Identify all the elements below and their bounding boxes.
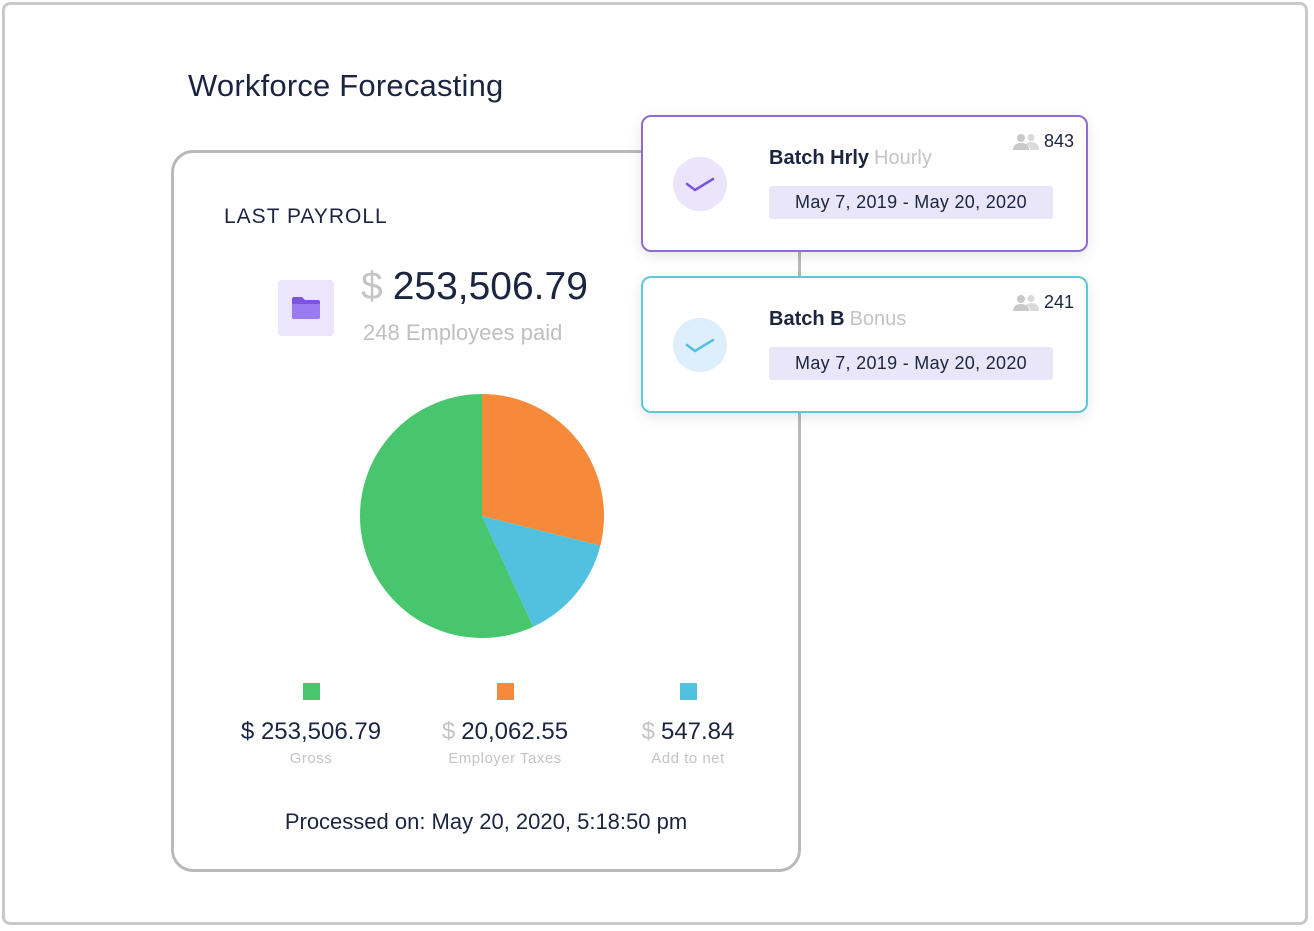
processed-on-text: Processed on: May 20, 2020, 5:18:50 pm xyxy=(284,809,688,834)
legend-value: 253,506.79 xyxy=(260,718,382,745)
legend-currency: $ xyxy=(441,718,456,745)
batch-count-value: 843 xyxy=(1043,131,1074,151)
batch-card-hourly[interactable]: Batch Hrly Hourly May 7, 2019 - May 20, 2… xyxy=(641,115,1088,252)
legend-swatch-add-to-net xyxy=(679,683,697,700)
batch-employee-count: 843 xyxy=(1012,131,1074,152)
last-payroll-card: LAST PAYROLL $253,506.79 248 Employees p… xyxy=(171,150,801,872)
legend-add-to-net: $547.84 Add to net xyxy=(578,683,798,767)
batch-name: Batch Hrly xyxy=(769,147,870,169)
total-value: 253,506.79 xyxy=(392,265,588,308)
check-icon xyxy=(673,318,727,372)
legend-amount-add-to-net: $547.84 xyxy=(578,718,798,746)
batch-card-bonus[interactable]: Batch B Bonus May 7, 2019 - May 20, 2020 … xyxy=(641,276,1088,413)
card-heading: LAST PAYROLL xyxy=(224,205,388,228)
legend-value: 20,062.55 xyxy=(461,718,569,745)
people-icon xyxy=(1012,133,1039,150)
legend-swatch-gross xyxy=(302,683,320,700)
legend-employer-taxes: $20,062.55 Employer Taxes xyxy=(395,683,615,767)
batch-employee-count: 241 xyxy=(1012,292,1074,313)
legend-swatch-employer-taxes xyxy=(496,683,514,700)
legend-currency: $ xyxy=(240,718,255,745)
folder-icon xyxy=(278,280,334,336)
check-icon xyxy=(673,157,727,211)
legend-label-gross: Gross xyxy=(289,750,333,767)
pie-slice-gross xyxy=(360,394,534,638)
legend-amount-gross: $ 253,506.79 xyxy=(201,718,421,746)
pie-slice-add-to-net xyxy=(482,516,601,627)
legend-label-employer-taxes: Employer Taxes xyxy=(448,750,562,767)
legend-label-add-to-net: Add to net xyxy=(651,750,725,767)
batch-date-range: May 7, 2019 - May 20, 2020 xyxy=(769,347,1053,380)
batch-count-value: 241 xyxy=(1043,292,1074,312)
people-icon xyxy=(1012,294,1039,311)
payroll-pie-chart xyxy=(360,394,604,638)
total-currency: $ xyxy=(361,265,383,308)
total-amount: $253,506.79 xyxy=(361,265,588,309)
employees-paid: 248 Employees paid xyxy=(363,320,563,345)
legend-gross: $ 253,506.79 Gross xyxy=(201,683,421,767)
batch-type: Hourly xyxy=(874,147,932,169)
batch-date-range: May 7, 2019 - May 20, 2020 xyxy=(769,186,1053,219)
page-title: Workforce Forecasting xyxy=(188,68,504,103)
legend-value: 547.84 xyxy=(660,718,735,745)
batch-type: Bonus xyxy=(849,308,907,330)
legend-currency: $ xyxy=(641,718,655,745)
legend-amount-employer-taxes: $20,062.55 xyxy=(395,718,615,746)
batch-title: Batch B Bonus xyxy=(769,308,906,331)
batch-title: Batch Hrly Hourly xyxy=(769,147,932,170)
pie-slice-employer-taxes xyxy=(482,394,604,546)
batch-name: Batch B xyxy=(769,308,845,330)
